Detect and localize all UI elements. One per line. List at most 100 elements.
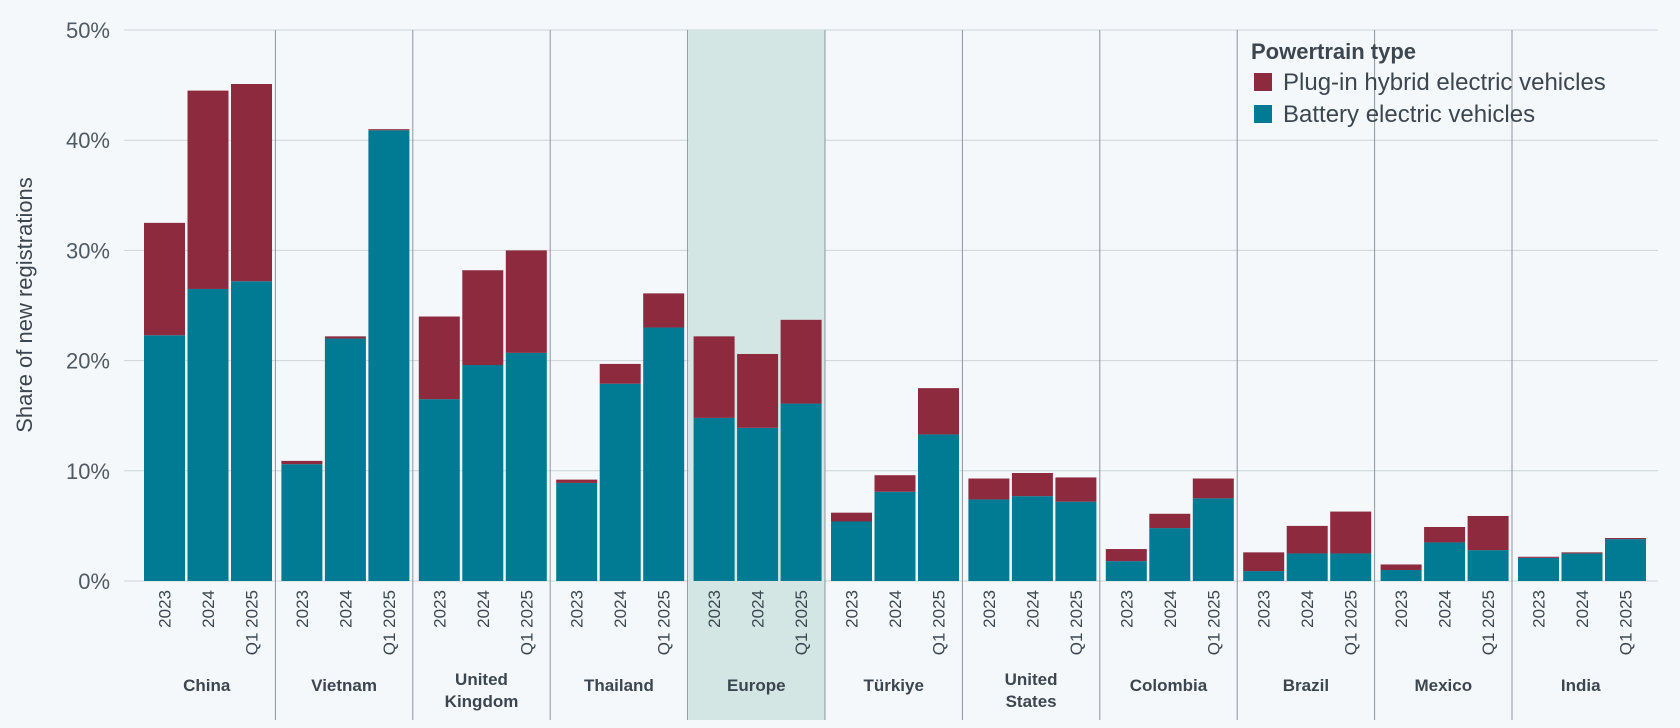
- bar-phev: [187, 90, 229, 289]
- y-tick-label: 20%: [66, 349, 110, 374]
- region-label: Brazil: [1283, 676, 1329, 695]
- region-label: Vietnam: [311, 676, 377, 695]
- bar-phev: [1011, 473, 1053, 497]
- period-label: 2024: [886, 590, 905, 628]
- bar-phev: [1192, 478, 1234, 499]
- period-label: 2024: [1023, 590, 1042, 628]
- bar-bev: [831, 521, 872, 581]
- bar-phev: [1330, 511, 1372, 554]
- region-label: Thailand: [584, 676, 654, 695]
- bar-phev: [281, 460, 323, 465]
- period-label: 2023: [1255, 590, 1274, 628]
- bar-bev: [1243, 571, 1285, 581]
- period-label: 2023: [843, 590, 862, 628]
- y-tick-label: 10%: [66, 459, 110, 484]
- period-label: 2023: [156, 590, 175, 628]
- period-label: 2024: [1436, 590, 1455, 628]
- period-label: 2024: [336, 590, 355, 628]
- bar-bev: [918, 434, 959, 581]
- bar-bev: [1424, 542, 1466, 581]
- legend-swatch: [1254, 105, 1272, 123]
- bar-phev: [505, 250, 547, 353]
- period-label: 2024: [611, 590, 630, 628]
- bar-phev: [368, 129, 410, 131]
- bar-phev: [1243, 552, 1285, 572]
- period-label: 2024: [1573, 590, 1592, 628]
- bar-phev: [1149, 513, 1191, 529]
- bar-bev: [1561, 553, 1603, 581]
- legend-title: Powertrain type: [1251, 39, 1416, 64]
- bar-phev: [418, 316, 460, 400]
- period-label: Q1 2025: [792, 590, 811, 655]
- bar-phev: [643, 293, 685, 328]
- y-tick-label: 0%: [78, 569, 110, 594]
- period-label: 2024: [1298, 590, 1317, 628]
- bar-phev: [693, 336, 735, 418]
- period-label: 2023: [430, 590, 449, 628]
- bar-bev: [874, 491, 916, 581]
- region-label: United: [1005, 670, 1058, 689]
- bar-phev: [1105, 549, 1147, 562]
- period-label: 2023: [980, 590, 999, 628]
- bar-bev: [231, 281, 272, 581]
- period-label: Q1 2025: [243, 590, 262, 655]
- region-label: Kingdom: [445, 692, 519, 711]
- bar-phev: [599, 363, 641, 384]
- legend-label: Plug-in hybrid electric vehicles: [1283, 69, 1606, 96]
- bar-bev: [780, 403, 822, 581]
- period-label: Q1 2025: [930, 590, 949, 655]
- period-label: 2024: [1161, 590, 1180, 628]
- period-label: Q1 2025: [517, 590, 536, 655]
- region-label: China: [183, 676, 231, 695]
- region-label: Colombia: [1130, 676, 1208, 695]
- bar-phev: [831, 512, 872, 522]
- bar-phev: [1380, 564, 1422, 570]
- bar-bev: [1605, 539, 1646, 581]
- bar-phev: [144, 222, 185, 336]
- period-label: Q1 2025: [1342, 590, 1361, 655]
- bar-bev: [1467, 550, 1509, 581]
- bar-phev: [1055, 477, 1097, 502]
- bar-phev: [1518, 556, 1559, 558]
- region-label: Europe: [727, 676, 786, 695]
- bar-bev: [462, 365, 504, 581]
- bar-bev: [1105, 561, 1147, 581]
- bar-bev: [1518, 557, 1559, 581]
- bar-bev: [643, 327, 685, 581]
- bar-bev: [556, 482, 598, 581]
- bar-bev: [693, 417, 735, 581]
- bar-bev: [144, 335, 185, 581]
- y-axis-title: Share of new registrations: [12, 177, 37, 433]
- period-label: Q1 2025: [1617, 590, 1636, 655]
- bar-phev: [231, 83, 272, 282]
- bar-phev: [1467, 515, 1509, 551]
- legend-swatch: [1254, 73, 1272, 91]
- y-tick-label: 30%: [66, 238, 110, 263]
- period-label: 2023: [568, 590, 587, 628]
- y-tick-label: 40%: [66, 128, 110, 153]
- period-label: 2023: [1392, 590, 1411, 628]
- region-label: India: [1561, 676, 1601, 695]
- period-label: 2024: [749, 590, 768, 628]
- y-tick-label: 50%: [66, 18, 110, 43]
- period-label: 2023: [705, 590, 724, 628]
- legend-label: Battery electric vehicles: [1283, 101, 1535, 128]
- bar-bev: [1330, 553, 1372, 581]
- bar-bev: [599, 383, 641, 581]
- period-label: Q1 2025: [1067, 590, 1086, 655]
- bar-phev: [737, 353, 779, 428]
- region-label: Mexico: [1414, 676, 1472, 695]
- bar-phev: [1286, 525, 1328, 554]
- period-label: Q1 2025: [1204, 590, 1223, 655]
- period-label: Q1 2025: [380, 590, 399, 655]
- bar-bev: [1286, 553, 1328, 581]
- bar-phev: [556, 479, 598, 483]
- bar-phev: [780, 319, 822, 404]
- bar-bev: [505, 352, 547, 581]
- bar-bev: [737, 427, 779, 581]
- bar-bev: [324, 338, 366, 581]
- period-label: 2024: [199, 590, 218, 628]
- period-label: 2023: [1117, 590, 1136, 628]
